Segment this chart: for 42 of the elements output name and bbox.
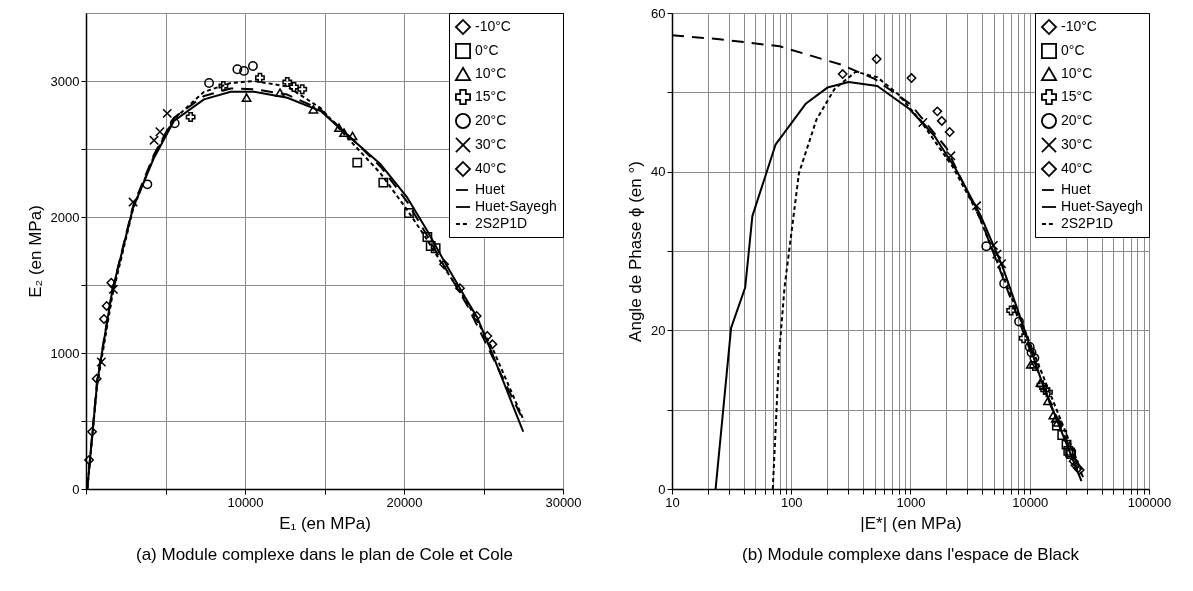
legend-label: -10°C	[475, 18, 511, 34]
legend-label: -10°C	[1061, 18, 1097, 34]
x-tick-label: 1000	[896, 494, 926, 510]
x-tick-label: 100	[780, 494, 803, 510]
y-tick-label: 3000	[50, 73, 80, 89]
x-tick-label: 100000	[1127, 494, 1172, 510]
x-tick-label: 10000	[1012, 494, 1049, 510]
legend-label: 15°C	[475, 88, 507, 104]
legend-label: Huet-Sayegh	[475, 198, 557, 214]
legend-label: 2S2P1D	[1061, 215, 1114, 231]
legend-label: 10°C	[475, 65, 507, 81]
legend-label: 30°C	[475, 136, 507, 152]
x-axis-title: |E*| (en MPa)	[860, 513, 962, 533]
x-tick-label: 10000	[227, 494, 264, 510]
y-tick-label: 0	[658, 481, 666, 497]
legend-label: 20°C	[1061, 112, 1093, 128]
y-tick-label: 60	[651, 5, 666, 21]
legend-label: 0°C	[1061, 42, 1085, 58]
legend-label: 15°C	[1061, 88, 1093, 104]
y-tick-label: 20	[651, 322, 666, 338]
x-axis-title: E₁ (en MPa)	[279, 513, 371, 533]
text: (b) Module complexe dans l'espace de Black	[742, 545, 1080, 564]
y-tick-label: 0	[72, 481, 80, 497]
legend-label: Huet	[475, 181, 505, 197]
x-tick-label: 30000	[545, 494, 582, 510]
y-tick-label: 1000	[50, 345, 80, 361]
y-tick-label: 40	[651, 164, 666, 180]
x-tick-label: 10	[665, 494, 680, 510]
y-tick-label: 2000	[50, 209, 80, 225]
legend-label: Huet-Sayegh	[1061, 198, 1143, 214]
legend-label: 40°C	[1061, 160, 1093, 176]
legend-label: 20°C	[475, 112, 507, 128]
legend-label: 0°C	[475, 42, 499, 58]
legend-label: 40°C	[475, 160, 507, 176]
legend-label: 2S2P1D	[475, 215, 528, 231]
y-axis-title: E₂ (en MPa)	[25, 205, 45, 298]
legend-label: Huet	[1061, 181, 1091, 197]
x-tick-label: 20000	[386, 494, 423, 510]
y-axis-title: Angle de Phase ϕ (en °)	[626, 161, 646, 342]
legend-label: 30°C	[1061, 136, 1093, 152]
text: (a) Module complexe dans le plan de Cole et Cole	[135, 545, 514, 564]
legend-label: 10°C	[1061, 65, 1093, 81]
